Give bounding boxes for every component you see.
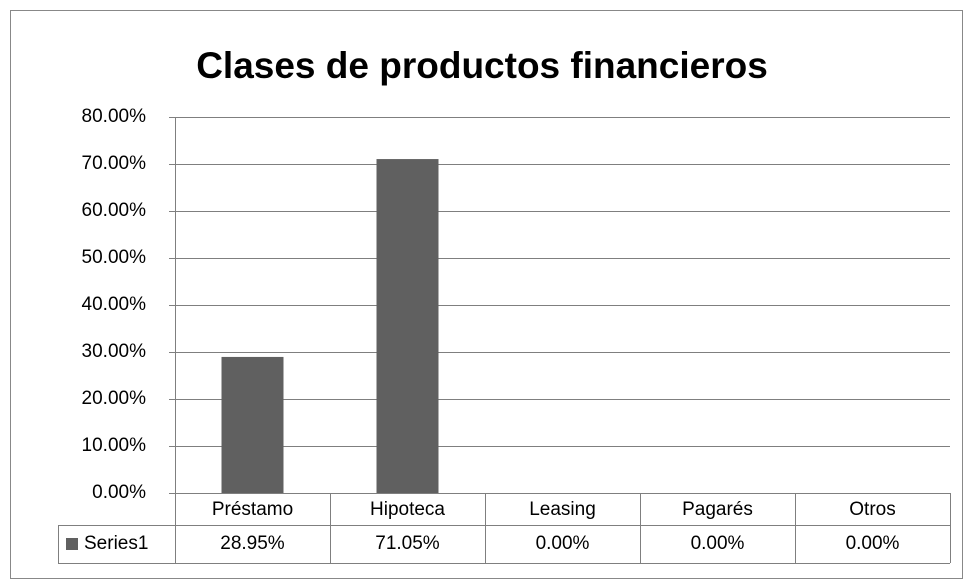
y-tick-label: 20.00% [82,388,147,409]
chart-title: Clases de productos financieros [196,45,768,86]
y-tick-label: 0.00% [92,482,146,503]
bar [376,159,439,493]
legend-label: Series1 [84,533,148,554]
data-label: 0.00% [691,533,745,554]
y-tick-label: 40.00% [82,294,147,315]
x-tick-label: Otros [849,499,895,520]
data-label: 0.00% [846,533,900,554]
y-tick-label: 10.00% [82,435,147,456]
y-tick-label: 70.00% [82,153,147,174]
x-tick-label: Pagarés [682,499,753,520]
x-tick-label: Leasing [529,499,596,520]
y-tick-label: 50.00% [82,247,147,268]
y-tick-label: 60.00% [82,200,147,221]
data-label: 71.05% [375,533,440,554]
y-tick-label: 30.00% [82,341,147,362]
chart-border [10,10,963,579]
bar [221,356,284,493]
y-tick-label: 80.00% [82,106,147,127]
x-tick-label: Hipoteca [370,499,445,520]
x-tick-label: Préstamo [212,499,293,520]
data-label: 28.95% [220,533,285,554]
legend-key [66,538,78,550]
data-label: 0.00% [536,533,590,554]
